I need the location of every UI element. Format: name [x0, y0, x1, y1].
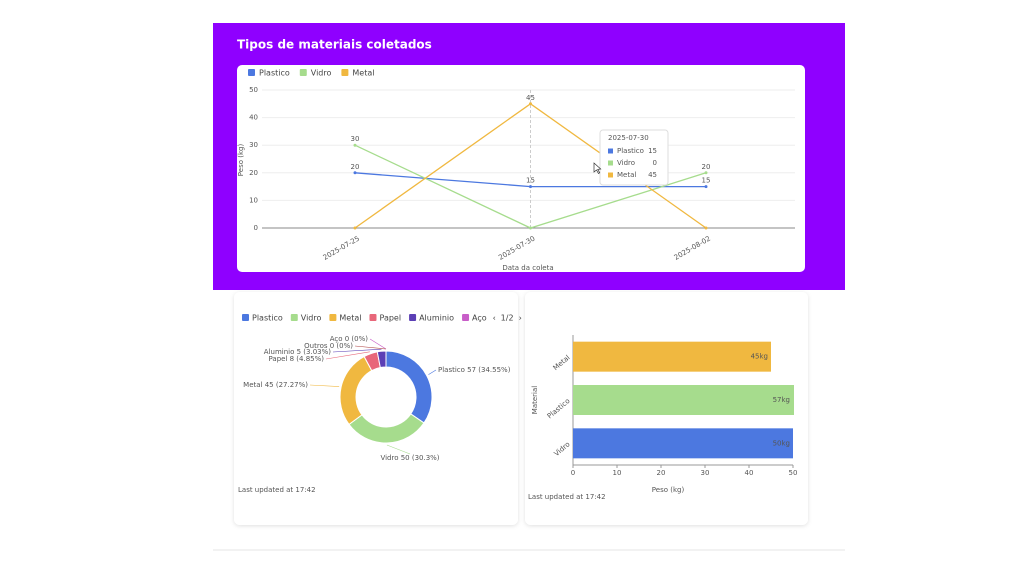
- legend-label: Plastico: [259, 69, 290, 78]
- y-tick-label: 10: [249, 196, 258, 204]
- legend-next[interactable]: ›: [519, 314, 522, 323]
- legend-label: Vidro: [311, 69, 332, 78]
- bar-label: 50kg: [773, 439, 790, 447]
- leader-line: [332, 348, 382, 353]
- point: [353, 226, 357, 230]
- data-label: 45: [526, 94, 535, 102]
- point: [353, 171, 357, 175]
- slice-label: Aço 0 (0%): [330, 335, 369, 343]
- legend-label: Papel: [379, 314, 401, 323]
- slice-label: Plastico 57 (34.55%): [438, 366, 511, 374]
- y-tick-label: 40: [249, 114, 258, 122]
- leader-line: [309, 384, 340, 387]
- y-tick-label: 20: [249, 169, 258, 177]
- tooltip-box: [599, 129, 669, 186]
- legend-swatch: [248, 69, 255, 76]
- data-label: 20: [351, 163, 360, 171]
- y-tick-label: 50: [249, 86, 258, 94]
- legend-swatch: [299, 69, 307, 76]
- x-axis-label: Peso (kg): [652, 486, 685, 494]
- legend-label: Metal: [352, 69, 374, 78]
- legend-page: 1/2: [501, 314, 514, 323]
- y-axis-label: Material: [531, 386, 539, 414]
- data-label: 20: [702, 163, 711, 171]
- x-tick-label: 10: [613, 469, 622, 477]
- leader-line: [428, 369, 437, 375]
- x-tick-label: 50: [789, 469, 798, 477]
- point: [704, 185, 708, 189]
- y-tick-label: 0: [254, 224, 258, 232]
- point: [529, 102, 532, 106]
- footnote: Last updated at 17:42: [528, 493, 606, 501]
- y-tick-label: 30: [249, 141, 258, 149]
- tooltip: 2025-07-30 Plastico 15 Vidro 0 Metal 45: [599, 129, 669, 186]
- leader-line: [354, 345, 387, 350]
- footnote: Last updated at 17:42: [238, 486, 316, 494]
- slice-label: Vidro 50 (30.3%): [380, 454, 439, 462]
- legend-swatch: [290, 314, 298, 321]
- point: [353, 143, 357, 147]
- point: [704, 226, 708, 230]
- pie-card: [234, 292, 518, 525]
- legend-swatch: [242, 314, 249, 321]
- data-label: 15: [526, 177, 535, 185]
- legend-label: Aço: [472, 314, 487, 323]
- tooltip-swatch: [608, 172, 613, 178]
- bar-group: [573, 341, 794, 459]
- point: [529, 185, 532, 189]
- chart-title: Tipos de materiais coletados: [237, 38, 432, 52]
- legend-swatch: [462, 314, 470, 321]
- legend-label: Metal: [339, 314, 361, 323]
- cursor: [593, 162, 602, 174]
- tooltip-value: 0: [653, 159, 657, 167]
- bar-label: 57kg: [773, 396, 790, 404]
- tooltip-name: Vidro: [617, 159, 635, 167]
- legend-label: Plastico: [252, 314, 283, 323]
- slice-label: Papel 8 (4.85%): [269, 355, 325, 363]
- bar: [573, 385, 794, 415]
- tooltip-value: 45: [648, 171, 657, 179]
- bar: [573, 428, 793, 459]
- tooltip-value: 15: [648, 147, 657, 155]
- tooltip-name: Metal: [617, 171, 636, 179]
- y-axis-label: Peso (kg): [237, 144, 245, 177]
- bar-label: 45kg: [751, 353, 768, 361]
- donut-slice: [376, 350, 387, 369]
- legend-swatch: [341, 69, 349, 76]
- legend-swatch: [329, 314, 337, 321]
- line-card: [237, 65, 805, 272]
- x-axis-label: Data da coleta: [502, 264, 553, 272]
- tooltip-swatch: [608, 148, 613, 154]
- point: [529, 226, 532, 230]
- leader-line: [369, 338, 387, 350]
- tooltip-title: 2025-07-30: [608, 134, 649, 142]
- bar: [573, 341, 771, 372]
- point: [704, 171, 708, 175]
- x-tick-label: 30: [701, 469, 710, 477]
- tooltip-name: Plastico: [617, 147, 644, 155]
- legend-prev[interactable]: ‹: [493, 314, 496, 323]
- x-tick-label: 0: [571, 469, 575, 477]
- leader-line: [386, 444, 411, 455]
- legend-swatch: [369, 314, 377, 321]
- data-label: 15: [702, 177, 711, 185]
- x-tick-label: 20: [657, 469, 666, 477]
- slice-label: Metal 45 (27.27%): [243, 381, 308, 389]
- data-label: 30: [351, 135, 360, 143]
- slice-label: Outros 0 (0%): [304, 342, 353, 350]
- leader-line: [325, 351, 370, 360]
- legend-swatch: [409, 314, 417, 321]
- slice-label: Aluminio 5 (3.03%): [264, 348, 331, 356]
- legend-label: Vidro: [301, 314, 322, 323]
- x-tick-label: 40: [745, 469, 754, 477]
- tooltip-swatch: [608, 160, 613, 166]
- legend-label: Aluminio: [419, 314, 454, 323]
